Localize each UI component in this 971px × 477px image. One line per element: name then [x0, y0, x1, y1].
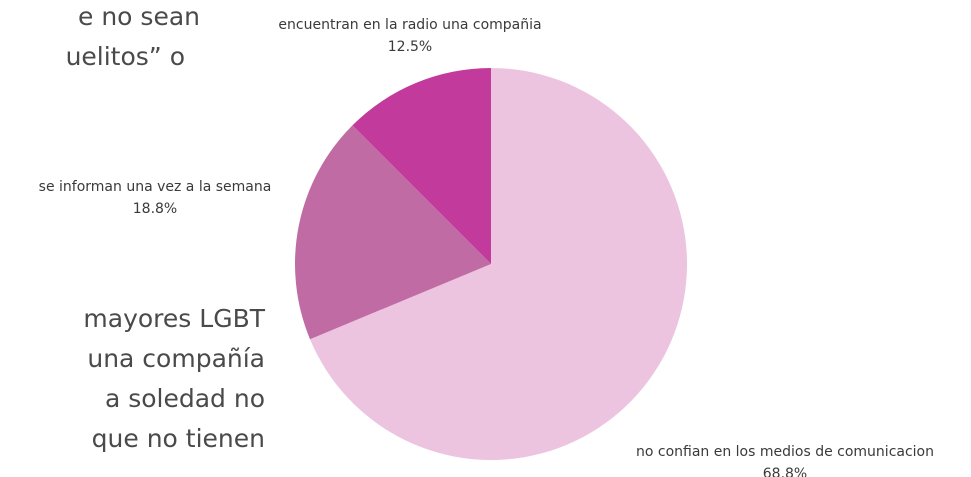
body-text-line: a soledad no	[105, 384, 265, 413]
slice-label: no confian en los medios de comunicacion	[636, 444, 934, 460]
slice-value-label: 18.8%	[133, 201, 177, 217]
body-text-line: uelitos” o	[66, 42, 185, 71]
pie-slice	[295, 125, 491, 340]
slice-value-label: 12.5%	[388, 39, 432, 55]
body-text-line: mayores LGBT	[83, 304, 265, 333]
slice-label: se informan una vez a la semana	[39, 179, 272, 195]
pie-slice	[310, 68, 688, 460]
body-text-line: e no sean	[78, 2, 200, 31]
slice-value-label: 68.8%	[763, 466, 807, 477]
pie-slice	[352, 68, 491, 264]
body-text-line: una compañía	[87, 344, 265, 373]
slice-label: encuentran en la radio una compañia	[278, 17, 541, 33]
body-text-line: que no tienen	[92, 424, 265, 453]
